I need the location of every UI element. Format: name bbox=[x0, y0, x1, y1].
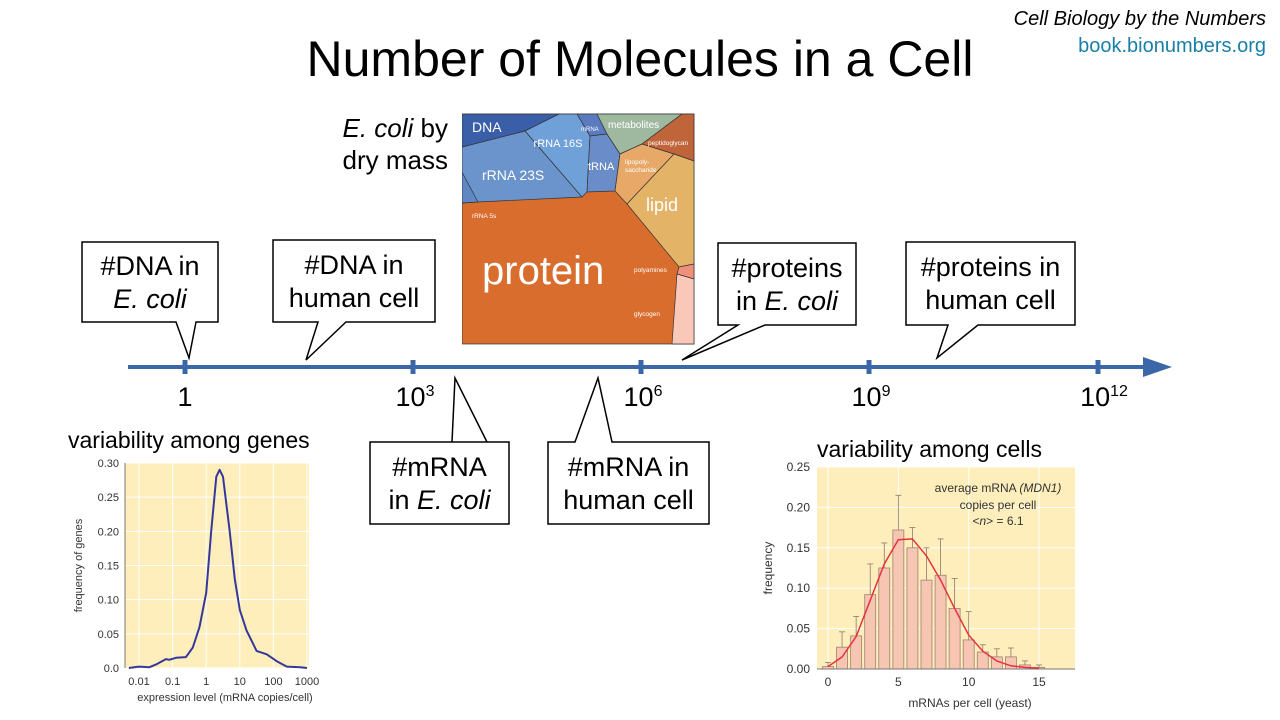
y-tick-label: 0.00 bbox=[787, 662, 811, 676]
x-tick-label: 15 bbox=[1032, 675, 1046, 689]
x-tick-label: 0.01 bbox=[128, 676, 149, 688]
y-tick-label: 0.25 bbox=[98, 492, 119, 504]
book-title: Cell Biology by the Numbers bbox=[1013, 8, 1266, 30]
axis-tick-label: 103 bbox=[395, 382, 435, 412]
fit-curve bbox=[827, 538, 1040, 669]
callout-shape-dna-ecoli bbox=[81, 241, 219, 361]
label-glycogen: glycogen bbox=[634, 311, 660, 318]
label-lipopolysaccharide: lipopoly- bbox=[625, 159, 649, 166]
annotation-line1: average mRNA (MDN1) bbox=[935, 481, 1062, 495]
callout-shape-mrna-ecoli bbox=[369, 375, 510, 525]
axis-tick-label: 1 bbox=[177, 382, 193, 412]
label-rrna-16s: rRNA 16S bbox=[534, 138, 583, 150]
callout-shape-proteins-human bbox=[905, 241, 1076, 361]
x-tick-label: 0.1 bbox=[165, 676, 180, 688]
histogram-bar bbox=[1005, 656, 1017, 670]
label-peptidoglycan: peptidoglycan bbox=[648, 140, 688, 147]
label-polyamines: polyamines bbox=[634, 267, 668, 274]
label-lipopolysaccharide-2: saccharide bbox=[625, 167, 657, 174]
y-tick-label: 0.20 bbox=[98, 526, 119, 538]
callout-dna-human: #DNA in human cell bbox=[288, 250, 420, 313]
label-protein: protein bbox=[482, 249, 604, 293]
y-tick-label: 0.05 bbox=[98, 629, 119, 641]
dry-mass-treemap: DNA rRNA 23S rRNA 16S mRNA tRNA metaboli… bbox=[462, 113, 695, 345]
y-tick-label: 0.10 bbox=[98, 595, 119, 607]
label-lipid: lipid bbox=[646, 195, 678, 215]
histogram-bar bbox=[906, 547, 919, 670]
label-rrna-5s: rRNA 5s bbox=[472, 213, 497, 220]
x-tick-label: 10 bbox=[962, 675, 976, 689]
x-tick-label: 10 bbox=[234, 676, 246, 688]
histogram-bar bbox=[920, 579, 933, 670]
book-link[interactable]: book.bionumbers.org bbox=[1078, 35, 1266, 57]
distribution-curve bbox=[128, 468, 308, 669]
y-tick-label: 0.15 bbox=[787, 541, 811, 555]
histogram-bar bbox=[948, 607, 961, 670]
chart-title-cells: variability among cells bbox=[817, 436, 1042, 462]
x-tick-label: 100 bbox=[264, 676, 282, 688]
x-tick-label: 5 bbox=[895, 675, 902, 689]
dry-mass-label: E. coli by dry mass bbox=[342, 113, 449, 175]
histogram-bar bbox=[962, 639, 975, 670]
histogram-bar bbox=[850, 635, 863, 670]
label-mrna: mRNA bbox=[581, 127, 599, 133]
axis-arrowhead bbox=[1143, 357, 1172, 377]
y-tick-label: 0.15 bbox=[98, 561, 119, 573]
axis-tick-label: 106 bbox=[623, 382, 663, 412]
y-tick-label: 0.0 bbox=[104, 663, 119, 675]
axis-tick-label: 1012 bbox=[1080, 382, 1128, 412]
x-tick-label: 0 bbox=[825, 675, 832, 689]
label-dna: DNA bbox=[472, 119, 502, 135]
annotation-line3: <n> = 6.1 bbox=[972, 514, 1023, 528]
histogram-bar bbox=[892, 529, 905, 670]
label-trna: tRNA bbox=[588, 161, 615, 173]
x-tick-label: 1 bbox=[203, 676, 209, 688]
chart-title-genes: variability among genes bbox=[68, 427, 310, 453]
page-title: Number of Molecules in a Cell bbox=[306, 31, 974, 87]
segment-rrna-5s bbox=[462, 171, 479, 204]
y-tick-label: 0.10 bbox=[787, 581, 811, 595]
callout-shape-dna-human bbox=[272, 239, 436, 361]
x-axis-label: expression level (mRNA copies/cell) bbox=[137, 692, 312, 704]
y-tick-label: 0.30 bbox=[98, 458, 119, 470]
callout-mrna-human: #mRNA in human cell bbox=[563, 452, 694, 515]
annotation-line2: copies per cell bbox=[960, 498, 1037, 512]
y-tick-label: 0.05 bbox=[787, 622, 811, 636]
label-rrna-23s: rRNA 23S bbox=[482, 167, 544, 183]
cells-chart: 0.00 0.05 0.10 0.15 0.20 0.25 0 5 10 15 average mR… bbox=[761, 460, 1075, 710]
callout-mrna-ecoli: #mRNA in E. coli bbox=[388, 452, 491, 515]
callout-proteins-ecoli: #proteins in E. coli bbox=[731, 253, 843, 316]
genes-chart: 0.0 0.05 0.10 0.15 0.20 0.25 0.30 0.01 0.1 1 10 100… bbox=[73, 458, 319, 704]
y-axis-label: frequency bbox=[761, 542, 775, 595]
label-metabolites: metabolites bbox=[608, 120, 659, 131]
brand: Cell Biology by the Numbers book.bionumb… bbox=[1014, 6, 1266, 60]
x-axis-label: mRNAs per cell (yeast) bbox=[908, 696, 1031, 710]
y-axis-label: frequency of genes bbox=[73, 518, 85, 612]
callout-dna-ecoli: #DNA in E. coli bbox=[100, 251, 200, 314]
y-tick-label: 0.25 bbox=[787, 460, 811, 474]
histogram-bar bbox=[878, 567, 891, 670]
x-tick-label: 1000 bbox=[295, 676, 319, 688]
axis-tick-label: 109 bbox=[851, 382, 891, 412]
segment-glycogen bbox=[671, 273, 695, 345]
histogram-bar bbox=[864, 594, 877, 670]
callout-shape-mrna-human bbox=[547, 375, 710, 525]
y-tick-label: 0.20 bbox=[787, 500, 811, 514]
callout-proteins-human: #proteins in human cell bbox=[920, 252, 1061, 315]
callout-shape-proteins-ecoli bbox=[681, 242, 857, 361]
